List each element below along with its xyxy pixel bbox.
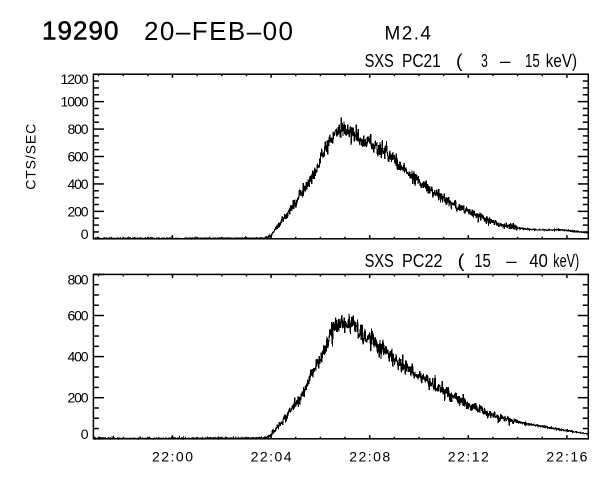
- svg-text:600: 600: [68, 148, 89, 164]
- svg-text:600: 600: [68, 307, 89, 323]
- svg-text:keV): keV): [553, 251, 579, 271]
- svg-text:1000: 1000: [61, 93, 89, 109]
- svg-text:1200: 1200: [61, 71, 89, 87]
- svg-text:SXS: SXS: [365, 251, 394, 271]
- svg-text:400: 400: [68, 349, 89, 365]
- svg-text:400: 400: [68, 176, 89, 192]
- svg-text:20–FEB–00: 20–FEB–00: [144, 16, 293, 46]
- svg-text:M2.4: M2.4: [385, 23, 432, 44]
- svg-text:(: (: [458, 251, 465, 271]
- svg-text:15: 15: [474, 251, 491, 271]
- svg-text:–: –: [500, 51, 510, 71]
- svg-text:22:04: 22:04: [251, 449, 292, 465]
- svg-text:800: 800: [68, 121, 89, 137]
- svg-text:200: 200: [68, 390, 89, 406]
- svg-text:40: 40: [529, 251, 548, 271]
- svg-text:800: 800: [68, 272, 89, 288]
- svg-text:–: –: [506, 251, 516, 271]
- svg-text:15: 15: [525, 51, 540, 71]
- svg-text:22:00: 22:00: [152, 449, 193, 465]
- svg-text:22:16: 22:16: [546, 449, 587, 465]
- svg-text:0: 0: [81, 426, 89, 442]
- svg-text:keV): keV): [546, 51, 577, 71]
- svg-text:19290: 19290: [42, 16, 119, 46]
- svg-text:22:12: 22:12: [448, 449, 489, 465]
- svg-text:22:08: 22:08: [349, 449, 390, 465]
- svg-text:200: 200: [68, 203, 89, 219]
- svg-text:PC22: PC22: [402, 251, 443, 271]
- svg-text:PC21: PC21: [402, 51, 441, 71]
- svg-text:SXS: SXS: [365, 51, 394, 71]
- svg-text:CTS/SEC: CTS/SEC: [23, 124, 39, 190]
- svg-text:0: 0: [81, 226, 89, 242]
- svg-text:3: 3: [481, 51, 488, 71]
- svg-text:(: (: [456, 51, 463, 71]
